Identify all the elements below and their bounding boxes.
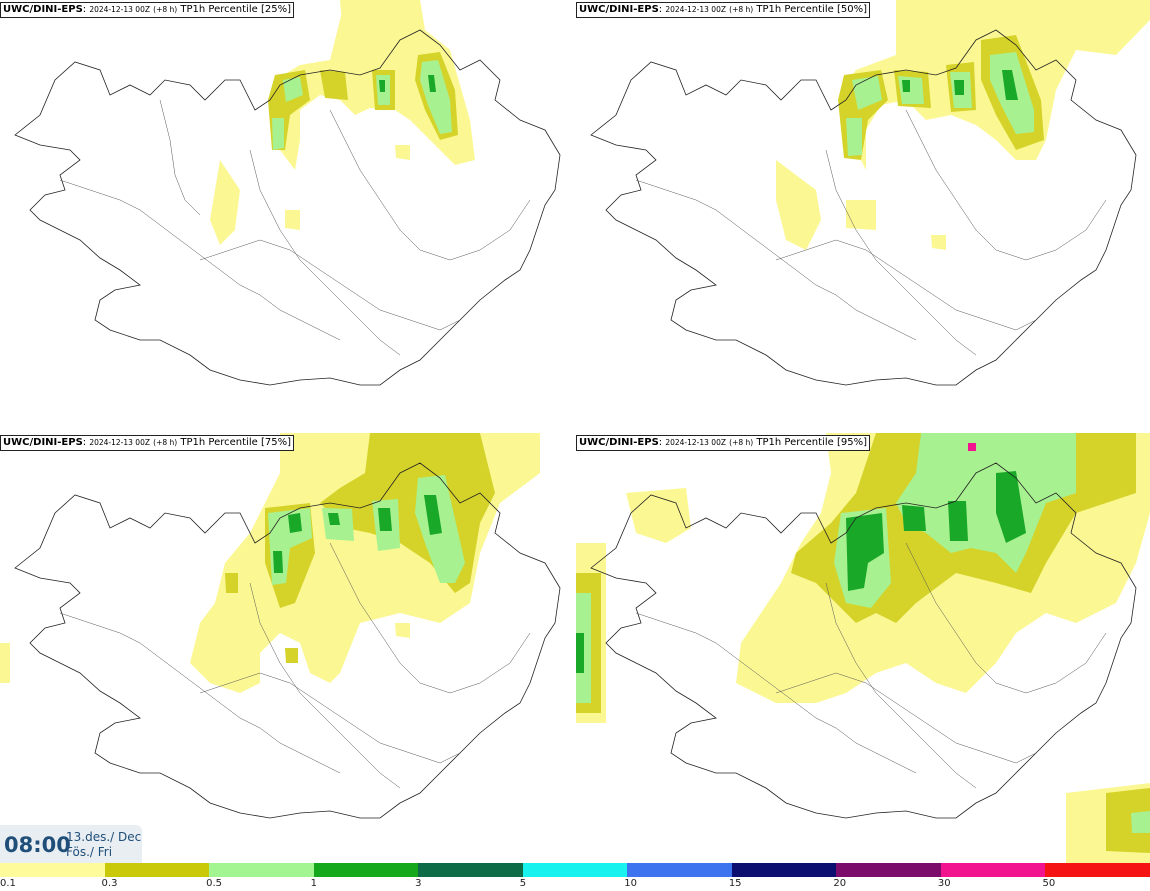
panel-title: UWC/DINI-EPS: 2024-12-13 00Z (+8 h) TP1h… [0,2,294,18]
precip-layer [576,433,1150,863]
valid-time: 08:00 [4,833,71,857]
precip-layer [776,0,1150,250]
colorbar-tick-label: 3 [415,878,422,889]
colorbar-tick-label: 0.1 [0,878,16,889]
valid-time-box: 08:00 13.des./ Dec Fös./ Fri [0,825,142,863]
iceland-map-p50 [590,0,1150,386]
map-panel-p50: UWC/DINI-EPS: 2024-12-13 00Z (+8 h) TP1h… [576,0,1150,430]
colorbar-swatch [522,863,629,877]
colorbar-swatch [627,863,733,877]
colorbar-tick-label: 0.5 [206,878,222,889]
iceland-map-p75 [0,433,561,819]
colorbar-swatch [313,863,420,877]
iceland-map-p25 [14,0,561,386]
colorbar-tick-label: 10 [624,878,637,889]
iceland-map-p95 [576,433,1150,863]
precip-layer [210,0,475,245]
map-panel-p75: UWC/DINI-EPS: 2024-12-13 00Z (+8 h) TP1h… [0,433,574,863]
map-panel-p95: UWC/DINI-EPS: 2024-12-13 00Z (+8 h) TP1h… [576,433,1150,863]
colorbar-swatch [0,863,106,877]
colorbar-swatch [940,863,1047,877]
precip-layer [0,433,540,693]
colorbar-legend: 0.1 0.3 0.5 1 3 5 10 15 20 30 50 [0,863,1150,891]
colorbar-tick-label: 20 [833,878,847,889]
colorbar-tick-label: 15 [728,878,742,889]
map-panel-p25: UWC/DINI-EPS: 2024-12-13 00Z (+8 h) TP1h… [0,0,574,430]
colorbar-swatch [1045,863,1150,877]
colorbar-tick-label: 50 [1042,878,1056,889]
colorbar-tick-label: 30 [937,878,951,889]
colorbar-swatch [836,863,942,877]
coastline [590,29,1137,386]
valid-date: 13.des./ Dec [66,830,142,844]
colorbar-tick-label: 1 [310,878,317,889]
colorbar-tick-label: 0.3 [101,878,118,889]
panel-title: UWC/DINI-EPS: 2024-12-13 00Z (+8 h) TP1h… [576,2,870,18]
valid-day: Fös./ Fri [66,845,113,859]
colorbar-tick-label: 5 [519,878,527,889]
colorbar-swatch [731,863,838,877]
colorbar-swatch [418,863,524,877]
panel-title: UWC/DINI-EPS: 2024-12-13 00Z (+8 h) TP1h… [576,435,870,451]
coastline [590,462,1137,819]
panel-title: UWC/DINI-EPS: 2024-12-13 00Z (+8 h) TP1h… [0,435,294,451]
colorbar-swatch [104,863,211,877]
coastline [14,29,561,386]
colorbar-swatch [209,863,315,877]
coastline [14,462,561,819]
